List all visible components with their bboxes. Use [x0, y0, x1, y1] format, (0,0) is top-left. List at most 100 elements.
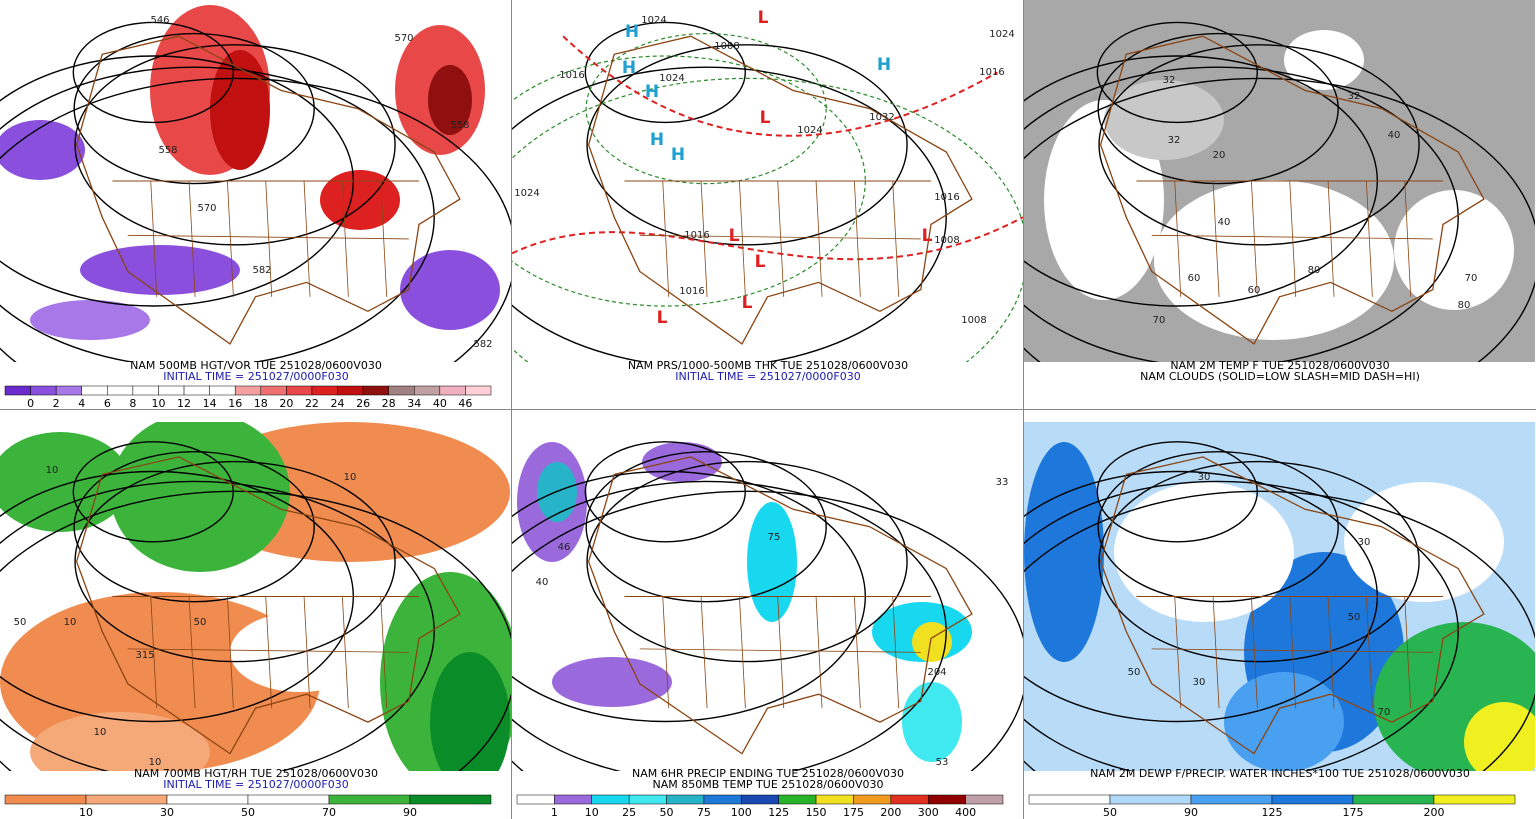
contour: [1024, 77, 1535, 362]
colorbar-label: 34: [407, 397, 421, 410]
contour-label: 10: [344, 472, 357, 483]
colorbar-label: 8: [129, 397, 136, 410]
contour: [0, 480, 435, 771]
caption: NAM 500MB HGT/VOR TUE 251028/0600V030: [130, 359, 382, 372]
colorbar-swatch: [158, 385, 185, 396]
colorbar-swatch: [183, 385, 210, 396]
contour-label: 40: [536, 577, 549, 588]
state-line: [1289, 596, 1297, 709]
contour: [0, 490, 511, 771]
shaded-area: [1154, 180, 1394, 340]
state-line: [853, 596, 861, 709]
contour-label: 1024: [989, 29, 1014, 40]
contour-label: 80: [1458, 300, 1471, 311]
colorbar-label: 175: [843, 806, 864, 819]
shaded-area: [0, 120, 85, 180]
state-line: [1174, 180, 1182, 297]
state-line: [738, 596, 746, 709]
colorbar-label: 150: [806, 806, 827, 819]
colorbar-swatch: [260, 385, 287, 396]
colorbar-label: 20: [279, 397, 293, 410]
contour: [585, 450, 827, 603]
shaded-area: [552, 657, 672, 707]
caption: NAM 6HR PRECIP ENDING TUE 251028/0600V03…: [632, 767, 904, 780]
colorbar-swatch: [778, 794, 817, 805]
colorbar-swatch: [516, 794, 555, 805]
colorbar-swatch: [741, 794, 779, 805]
high-marker: H: [650, 130, 664, 150]
state-line: [188, 180, 196, 297]
coastline: [587, 456, 973, 755]
high-marker: H: [671, 145, 685, 165]
colorbar-label: 16: [228, 397, 242, 410]
contour: [72, 21, 235, 124]
shaded-area: [1224, 672, 1344, 771]
contour-label: 1016: [934, 192, 959, 203]
colorbar-swatch: [409, 794, 492, 805]
colorbar-label: 24: [331, 397, 345, 410]
contour: [74, 44, 396, 246]
colorbar-swatch: [439, 385, 466, 396]
caption: INITIAL TIME = 251027/0000F030: [163, 778, 348, 791]
high-marker: H: [877, 55, 891, 75]
colorbar-swatch: [234, 385, 262, 396]
colorbar-label: 90: [1184, 806, 1198, 819]
caption: NAM CLOUDS (SOLID=LOW SLASH=MID DASH=HI): [1140, 370, 1420, 383]
colorbar-swatch: [247, 794, 330, 805]
contour: [1096, 21, 1259, 124]
high-marker: H: [622, 58, 636, 78]
shaded-area: [1394, 190, 1514, 310]
colorbar-swatch: [4, 385, 31, 396]
colorbar-label: 200: [1424, 806, 1445, 819]
colorbar-swatch: [337, 385, 364, 396]
contour-label: 50: [1128, 667, 1141, 678]
contour: [73, 450, 315, 603]
contour-label: 80: [1308, 265, 1321, 276]
state-line: [700, 180, 708, 297]
caption: NAM 850MB TEMP TUE 251028/0600V030: [653, 778, 884, 791]
state-line: [815, 180, 823, 297]
low-marker: L: [760, 108, 771, 128]
state-line: [815, 596, 823, 709]
colorbar-label: 200: [880, 806, 901, 819]
contour-label: 32: [1163, 75, 1176, 86]
state-line: [700, 596, 708, 709]
state-line: [150, 180, 158, 297]
colorbar-label: 18: [254, 397, 268, 410]
state-line: [853, 180, 861, 297]
colorbar-swatch: [628, 794, 667, 805]
contour: [586, 460, 908, 663]
state-line: [662, 596, 670, 709]
shaded-area: [1114, 482, 1294, 622]
map-panel: 32 32 40 32 40 20 60 70 80 60 80 70: [1024, 0, 1535, 362]
contour-label: 1016: [979, 67, 1004, 78]
colorbar-label: 14: [203, 397, 217, 410]
low-marker: L: [922, 226, 933, 246]
state-line: [777, 180, 785, 297]
low-marker: L: [657, 308, 668, 328]
contour-label: 10: [94, 727, 107, 738]
colorbar-swatch: [81, 385, 108, 396]
contour-label: 582: [252, 265, 271, 276]
contour: [1024, 490, 1535, 771]
colorbar-swatch: [132, 385, 159, 396]
colorbar-label: 125: [768, 806, 789, 819]
shaded-area: [1104, 80, 1224, 160]
coastline: [75, 35, 461, 345]
contour: [0, 66, 435, 362]
contour-label: 558: [450, 120, 469, 131]
low-marker: L: [758, 8, 769, 28]
shaded-area: [400, 250, 500, 330]
colorbar-swatch: [4, 794, 87, 805]
shaded-area: [210, 50, 270, 170]
colorbar-label: 12: [177, 397, 191, 410]
contour-label: 75: [768, 532, 781, 543]
colorbar-swatch: [388, 385, 415, 396]
caption: NAM 2M TEMP F TUE 251028/0600V030: [1170, 359, 1389, 372]
state-line: [777, 596, 785, 709]
shaded-area: [30, 712, 210, 771]
contour-label: 70: [1378, 707, 1391, 718]
colorbar-swatch: [328, 794, 411, 805]
colorbar-label: 100: [731, 806, 752, 819]
